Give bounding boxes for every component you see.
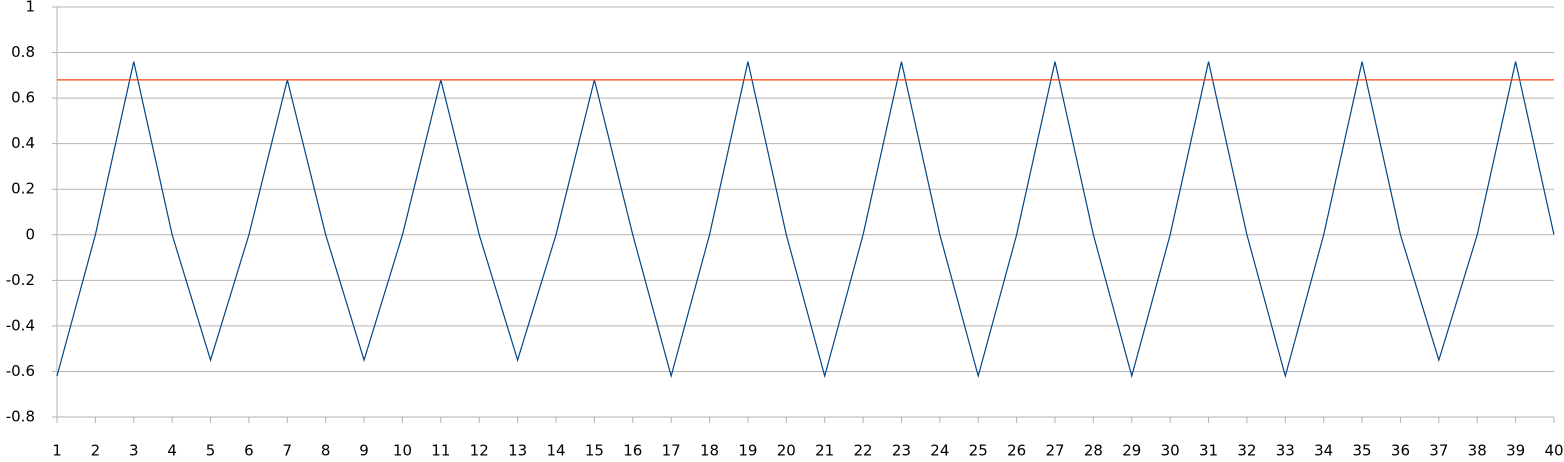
x-tick-label: 7: [283, 442, 293, 459]
y-tick-label: 0.6: [11, 89, 35, 107]
x-tick-label: 11: [431, 442, 450, 459]
x-tick-label: 32: [1237, 442, 1256, 459]
x-tick-label: 5: [206, 442, 216, 459]
x-tick-label: 2: [91, 442, 101, 459]
x-tick-label: 38: [1468, 442, 1487, 459]
y-tick-label: 0: [25, 225, 35, 243]
x-tick-label: 24: [930, 442, 949, 459]
x-tick-label: 35: [1353, 442, 1372, 459]
y-tick-label: -0.8: [6, 408, 35, 426]
y-tick-label: 0.4: [11, 134, 35, 152]
x-tick-label: 30: [1161, 442, 1180, 459]
x-tick-label: 31: [1199, 442, 1218, 459]
x-tick-label: 40: [1544, 442, 1563, 459]
x-tick-label: 17: [662, 442, 681, 459]
x-tick-label: 28: [1084, 442, 1103, 459]
y-tick-label: 0.8: [11, 43, 35, 61]
x-tick-label: 27: [1045, 442, 1064, 459]
x-tick-label: 9: [359, 442, 369, 459]
x-tick-label: 18: [700, 442, 719, 459]
x-tick-label: 34: [1314, 442, 1333, 459]
x-tick-label: 23: [892, 442, 911, 459]
x-tick-label: 36: [1391, 442, 1410, 459]
x-tick-label: 33: [1276, 442, 1295, 459]
x-tick-label: 19: [738, 442, 757, 459]
x-tick-label: 20: [777, 442, 796, 459]
x-tick-label: 22: [854, 442, 873, 459]
x-tick-label: 21: [815, 442, 834, 459]
x-tick-label: 3: [129, 442, 139, 459]
x-tick-label: 10: [393, 442, 412, 459]
x-tick-label: 6: [244, 442, 254, 459]
x-tick-label: 1: [52, 442, 62, 459]
x-tick-label: 12: [470, 442, 489, 459]
x-tick-label: 26: [1007, 442, 1026, 459]
x-tick-label: 25: [969, 442, 988, 459]
x-tick-label: 29: [1122, 442, 1141, 459]
x-tick-label: 39: [1506, 442, 1525, 459]
y-tick-label: -0.2: [6, 271, 35, 289]
y-tick-label: 1: [25, 0, 35, 16]
y-tick-label: -0.4: [6, 316, 35, 334]
x-tick-label: 37: [1429, 442, 1448, 459]
x-tick-label: 8: [321, 442, 331, 459]
series-line: [56, 61, 1555, 379]
x-tick-label: 4: [167, 442, 177, 459]
x-tick-label: 16: [623, 442, 642, 459]
x-tick-label: 14: [546, 442, 565, 459]
y-tick-label: 0.2: [11, 180, 35, 198]
y-tick-label: -0.6: [6, 362, 35, 380]
x-tick-label: 15: [585, 442, 604, 459]
x-tick-label: 13: [508, 442, 527, 459]
